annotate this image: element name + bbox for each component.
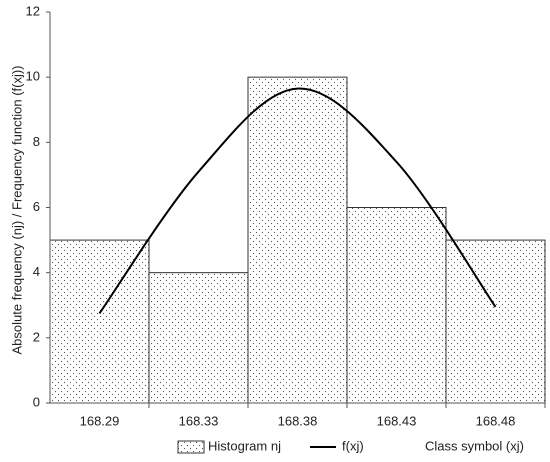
y-tick-label: 10 [26, 69, 40, 84]
legend-swatch [177, 440, 205, 454]
x-tick-label: 168.38 [278, 413, 318, 428]
bar [346, 207, 447, 404]
y-tick-label: 0 [33, 394, 40, 409]
curve [98, 87, 497, 314]
y-tick-label: 12 [26, 3, 40, 18]
legend-label: f(xj) [342, 438, 364, 453]
legend-label: Histogram nj [208, 438, 281, 453]
x-tick-label: 168.29 [80, 413, 120, 428]
y-tick-label: 8 [33, 134, 40, 149]
x-tick-label: 168.33 [179, 413, 219, 428]
bar [445, 239, 546, 404]
y-tick-label: 2 [33, 329, 40, 344]
y-tick-label: 6 [33, 199, 40, 214]
y-axis-label: Absolute frequency (nj) / Frequency func… [9, 65, 24, 354]
y-tick-label: 4 [33, 264, 40, 279]
x-tick-label: 168.48 [476, 413, 516, 428]
bar [49, 239, 150, 404]
x-axis-label: Class symbol (xj) [425, 438, 524, 453]
bar [148, 272, 249, 404]
x-tick-label: 168.43 [377, 413, 417, 428]
bar [247, 76, 348, 404]
